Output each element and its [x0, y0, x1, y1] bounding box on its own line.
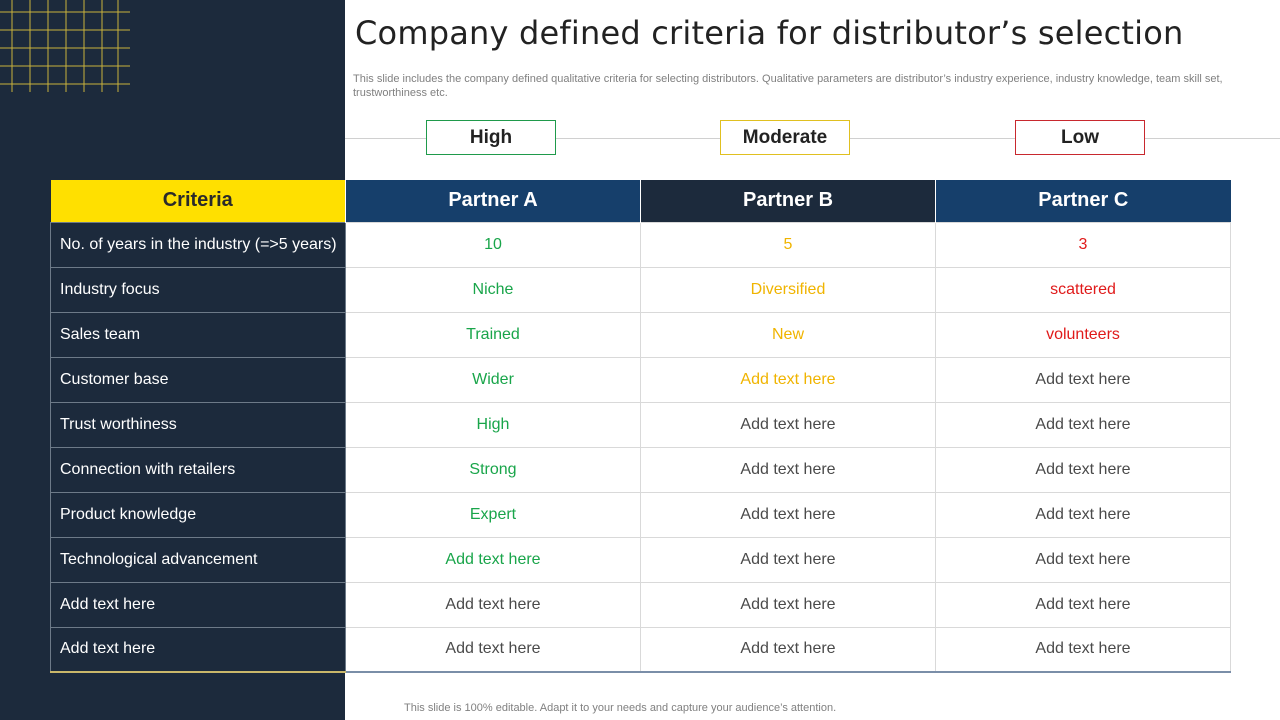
criteria-cell: Connection with retailers	[50, 446, 346, 493]
table-row: No. of years in the industry (=>5 years)…	[50, 221, 1231, 268]
partner-c-cell: scattered	[935, 266, 1231, 313]
partner-a-cell: Trained	[345, 311, 641, 358]
criteria-table: Criteria Partner A Partner B Partner C N…	[50, 180, 1231, 673]
header-partner-a: Partner A	[345, 180, 641, 222]
partner-a-cell: Expert	[345, 491, 641, 538]
table-row: Add text here Add text here Add text her…	[50, 626, 1231, 673]
legend-low: Low	[1015, 120, 1145, 155]
table-header-row: Criteria Partner A Partner B Partner C	[50, 180, 1231, 222]
partner-a-cell: 10	[345, 221, 641, 268]
legend-high: High	[426, 120, 556, 155]
grid-decoration	[0, 0, 130, 92]
partner-c-cell: Add text here	[935, 536, 1231, 583]
partner-c-cell: Add text here	[935, 446, 1231, 493]
legend-moderate: Moderate	[720, 120, 850, 155]
criteria-cell: Product knowledge	[50, 491, 346, 538]
table-row: Customer base Wider Add text here Add te…	[50, 356, 1231, 403]
page-subtitle: This slide includes the company defined …	[353, 73, 1223, 99]
partner-c-cell: Add text here	[935, 626, 1231, 673]
header-criteria: Criteria	[50, 180, 346, 222]
partner-b-cell: Add text here	[640, 491, 936, 538]
page-title: Company defined criteria for distributor…	[355, 14, 1184, 52]
partner-a-cell: Wider	[345, 356, 641, 403]
partner-a-cell: Add text here	[345, 536, 641, 583]
criteria-cell: Add text here	[50, 626, 346, 673]
table-row: Technological advancement Add text here …	[50, 536, 1231, 583]
partner-c-cell: volunteers	[935, 311, 1231, 358]
partner-b-cell: New	[640, 311, 936, 358]
table-row: Product knowledge Expert Add text here A…	[50, 491, 1231, 538]
partner-b-cell: 5	[640, 221, 936, 268]
partner-a-cell: High	[345, 401, 641, 448]
partner-a-cell: Add text here	[345, 626, 641, 673]
table-row: Industry focus Niche Diversified scatter…	[50, 266, 1231, 313]
table-row: Sales team Trained New volunteers	[50, 311, 1231, 358]
partner-b-cell: Add text here	[640, 401, 936, 448]
partner-c-cell: Add text here	[935, 581, 1231, 628]
criteria-cell: Industry focus	[50, 266, 346, 313]
table-row: Trust worthiness High Add text here Add …	[50, 401, 1231, 448]
partner-b-cell: Add text here	[640, 356, 936, 403]
partner-b-cell: Add text here	[640, 446, 936, 493]
criteria-cell: Customer base	[50, 356, 346, 403]
partner-b-cell: Add text here	[640, 536, 936, 583]
partner-a-cell: Strong	[345, 446, 641, 493]
partner-c-cell: 3	[935, 221, 1231, 268]
footer-note: This slide is 100% editable. Adapt it to…	[404, 702, 837, 714]
header-partner-b: Partner B	[640, 180, 936, 222]
criteria-cell: No. of years in the industry (=>5 years)	[50, 221, 346, 268]
criteria-cell: Sales team	[50, 311, 346, 358]
partner-b-cell: Add text here	[640, 626, 936, 673]
table-row: Connection with retailers Strong Add tex…	[50, 446, 1231, 493]
header-partner-c: Partner C	[935, 180, 1231, 222]
criteria-cell: Add text here	[50, 581, 346, 628]
partner-b-cell: Diversified	[640, 266, 936, 313]
criteria-cell: Trust worthiness	[50, 401, 346, 448]
partner-c-cell: Add text here	[935, 491, 1231, 538]
criteria-cell: Technological advancement	[50, 536, 346, 583]
partner-b-cell: Add text here	[640, 581, 936, 628]
partner-c-cell: Add text here	[935, 356, 1231, 403]
partner-a-cell: Add text here	[345, 581, 641, 628]
table-row: Add text here Add text here Add text her…	[50, 581, 1231, 628]
partner-c-cell: Add text here	[935, 401, 1231, 448]
partner-a-cell: Niche	[345, 266, 641, 313]
